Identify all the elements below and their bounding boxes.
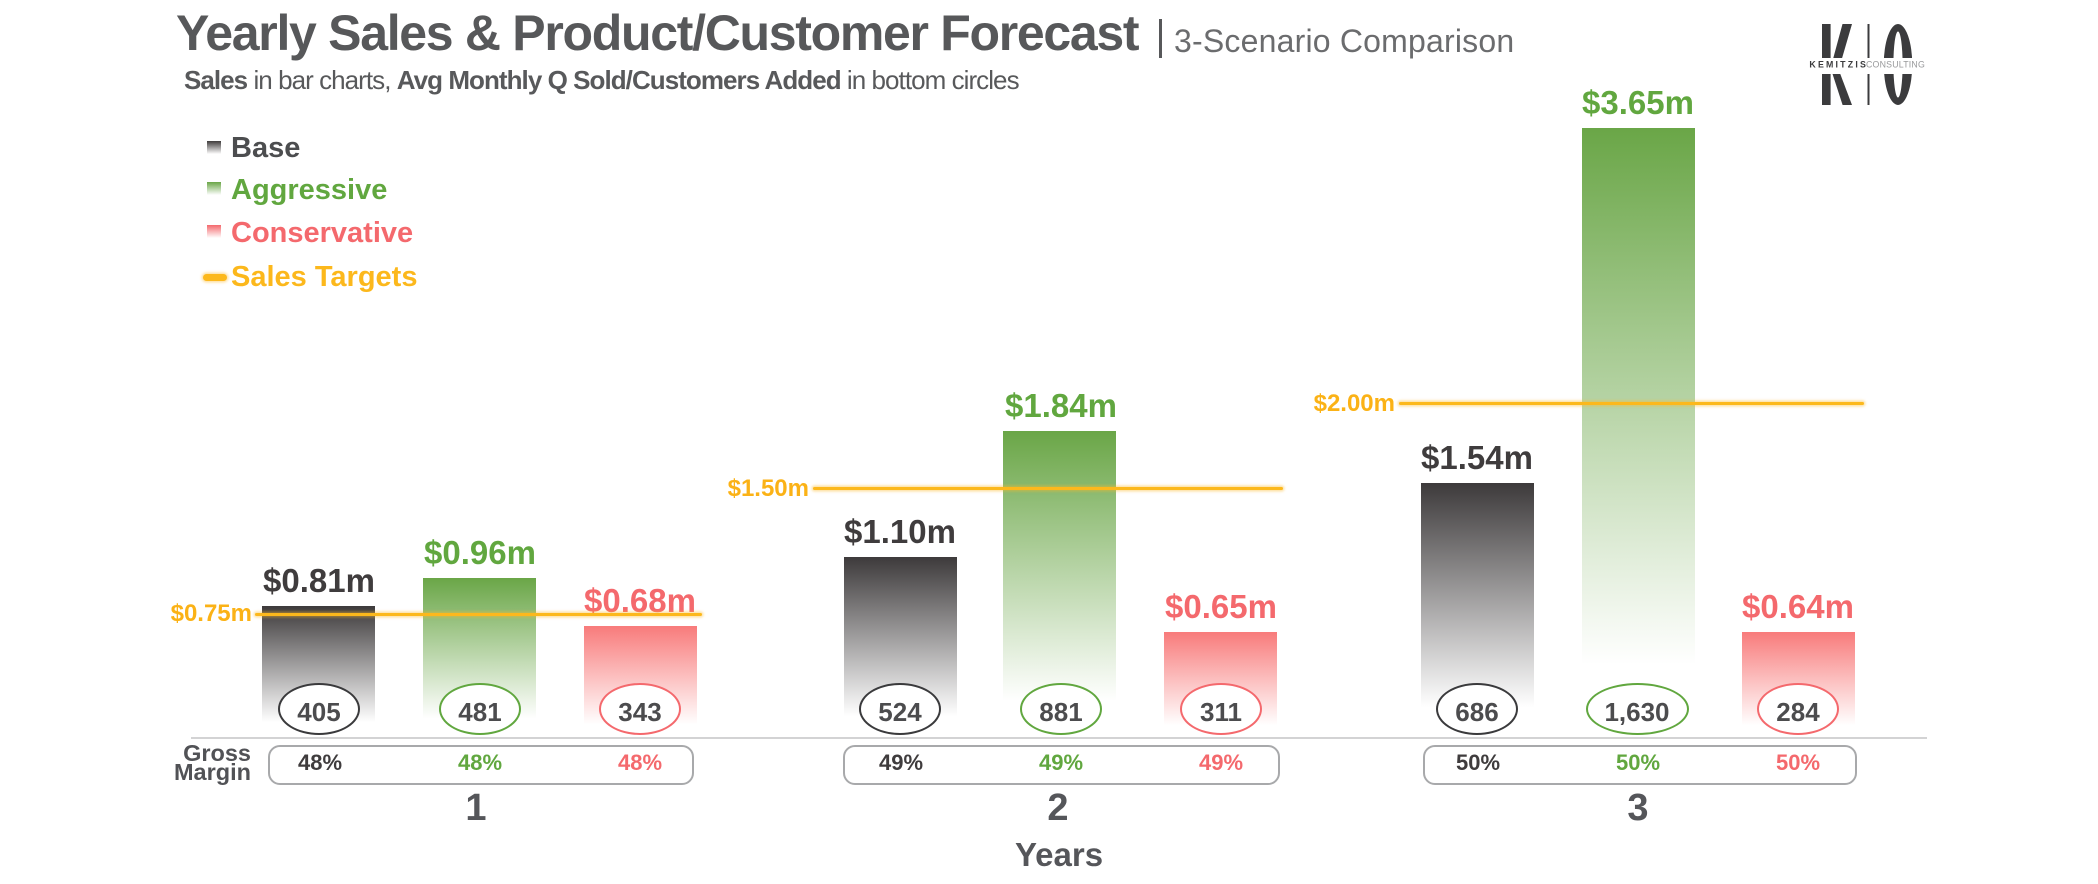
svg-text:KEMITZIS: KEMITZIS <box>1809 60 1868 70</box>
svg-text:CONSULTING: CONSULTING <box>1866 60 1925 70</box>
